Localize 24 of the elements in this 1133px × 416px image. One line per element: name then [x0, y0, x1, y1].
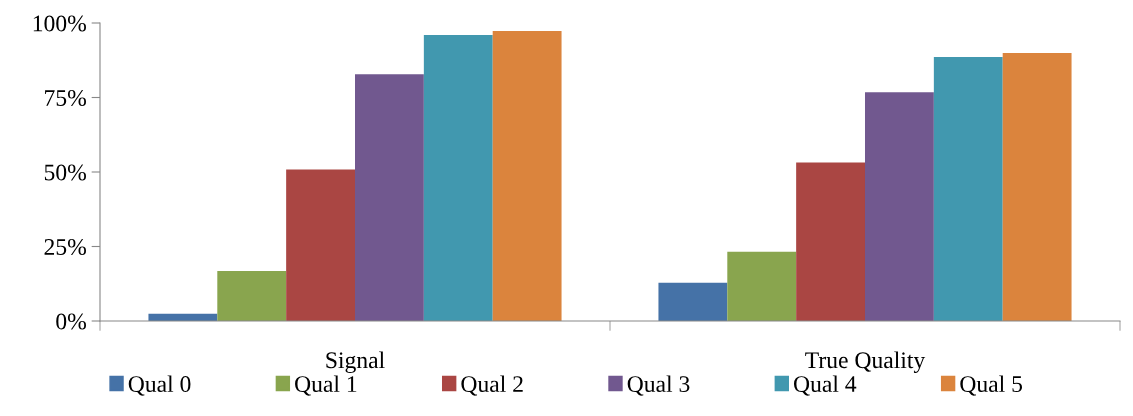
legend-label: Qual 5: [960, 375, 1023, 396]
bar: [933, 56, 1003, 321]
bar: [796, 162, 865, 321]
y-tick-label: 50%: [44, 164, 86, 181]
bar: [217, 270, 287, 321]
bar: [355, 74, 424, 321]
bar: [492, 31, 562, 321]
legend-label: Qual 2: [461, 375, 523, 396]
bar: [658, 282, 728, 321]
bar: [1002, 53, 1072, 321]
y-tick-label: 75%: [45, 89, 86, 106]
legend-label: Qual 3: [627, 375, 690, 396]
y-tick-label: 0%: [56, 313, 86, 330]
legend-label: Qual 0: [128, 375, 191, 396]
legend-label: Qual 1: [295, 375, 357, 396]
legend-label: Qual 4: [793, 375, 857, 396]
y-tick-label: 100%: [33, 15, 86, 32]
x-tick-label: Signal: [326, 351, 385, 374]
bar: [423, 34, 493, 321]
bar: [865, 92, 934, 321]
bar: [727, 251, 797, 321]
x-tick-label: True Quality: [805, 351, 926, 374]
bar: [286, 169, 355, 321]
y-tick-label: 25%: [44, 238, 86, 255]
